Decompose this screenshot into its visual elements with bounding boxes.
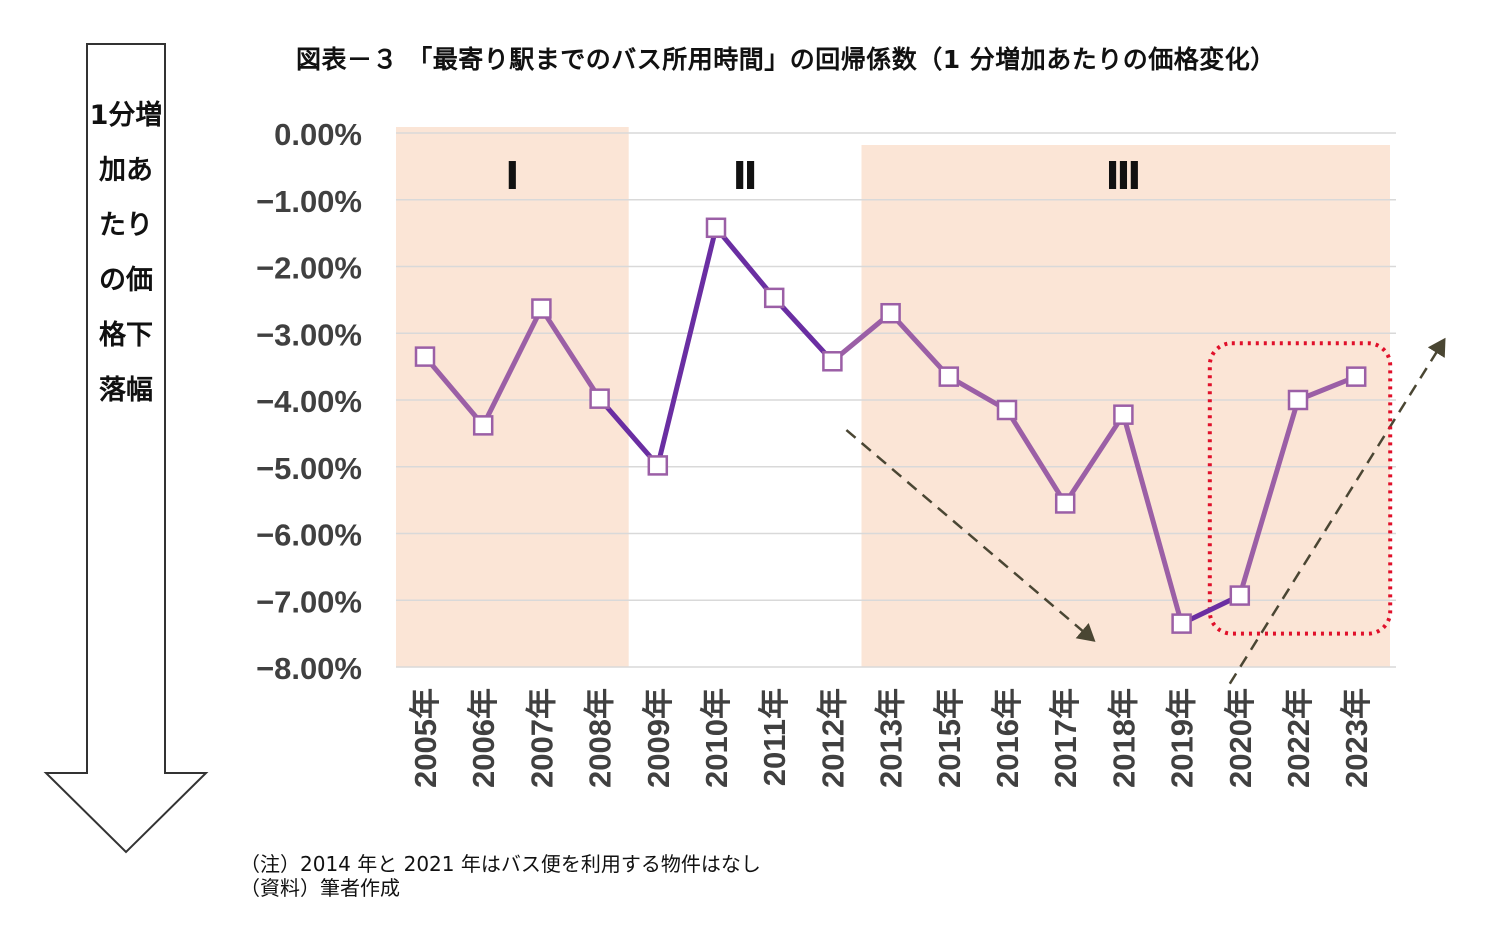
chart-title: 図表－３ 「最寄り駅までのバス所用時間」の回帰係数（1 分増加あたりの価格変化） [296, 45, 1276, 74]
x-tick-label: 2022年 [1281, 688, 1316, 788]
x-tick-label: 2017年 [1048, 688, 1083, 788]
data-point [938, 366, 960, 387]
y-tick-label: −1.00% [256, 184, 362, 219]
x-tick-label: 2012年 [815, 688, 850, 788]
y-tick-label: −5.00% [256, 451, 362, 486]
data-point [1287, 389, 1309, 411]
data-point [880, 302, 901, 324]
period-label: Ⅲ [1105, 156, 1141, 198]
x-tick-label: 2005年 [408, 688, 443, 788]
series-segment [538, 306, 603, 402]
y-tick-label: −3.00% [256, 317, 362, 352]
x-tick-label: 2023年 [1339, 688, 1374, 788]
x-tick-label: 2018年 [1106, 688, 1141, 788]
y-tick-label: −2.00% [256, 251, 362, 286]
data-point [822, 351, 843, 372]
y-axis-label: 1分増加あたりの価格下落幅 [89, 100, 163, 406]
series-segment [1120, 412, 1185, 627]
series-segment [1062, 412, 1126, 506]
note-footnote: （注）2014 年と 2021 年はバス便を利用する物件はなし [240, 852, 761, 876]
highlight-box [1207, 341, 1393, 636]
data-point [1229, 585, 1251, 606]
data-point [763, 287, 785, 309]
x-tick-label: 2011年 [757, 688, 792, 786]
data-point [1345, 366, 1367, 387]
series-segment [655, 225, 719, 468]
y-tick-label: 0.00% [274, 117, 362, 152]
data-point [1054, 493, 1076, 514]
line-chart: Ⅰ Ⅱ Ⅲ 0.00% −1.00% −2.00% −3.00% −4.00% −5.00% −6… [256, 117, 1446, 788]
x-tick-label: 2008年 [583, 688, 618, 788]
data-point [705, 217, 727, 239]
series-segment [422, 354, 486, 428]
period-label: Ⅰ [505, 156, 519, 198]
x-tick-label: 2006年 [466, 688, 501, 788]
y-tick-label: −4.00% [256, 384, 362, 419]
uptrend-arrow [1228, 337, 1446, 685]
data-point [414, 346, 436, 367]
series-segment [771, 295, 835, 364]
x-tick-label: 2009年 [641, 688, 676, 788]
period-label: Ⅱ [733, 156, 758, 198]
downtrend-arrow [845, 429, 1096, 642]
x-tick-label: 2020年 [1223, 688, 1258, 788]
down-arrow-shape [43, 43, 209, 854]
y-tick-label: −6.00% [256, 518, 362, 553]
x-tick-label: 2013年 [874, 688, 909, 788]
y-tick-label: −7.00% [256, 584, 362, 619]
x-tick-label: 2010年 [699, 688, 734, 788]
data-point [589, 388, 610, 409]
x-tick-label: 2016年 [990, 688, 1025, 788]
series-segment [480, 306, 544, 428]
note-source: （資料）筆者作成 [240, 876, 400, 900]
x-tick-label: 2019年 [1165, 688, 1200, 788]
series-segment [888, 310, 952, 380]
series-segment [713, 225, 777, 301]
series-segment [1237, 397, 1301, 599]
data-point [996, 399, 1018, 421]
data-point [1171, 613, 1192, 634]
data-point [1113, 404, 1134, 425]
y-tick-label: −8.00% [256, 651, 362, 686]
series-segment [1004, 407, 1068, 506]
x-tick-label: 2007年 [524, 688, 559, 788]
x-tick-label: 2015年 [932, 688, 967, 788]
data-point [531, 298, 552, 319]
series-segment [597, 396, 661, 468]
data-point [647, 455, 669, 476]
data-point [472, 415, 494, 436]
